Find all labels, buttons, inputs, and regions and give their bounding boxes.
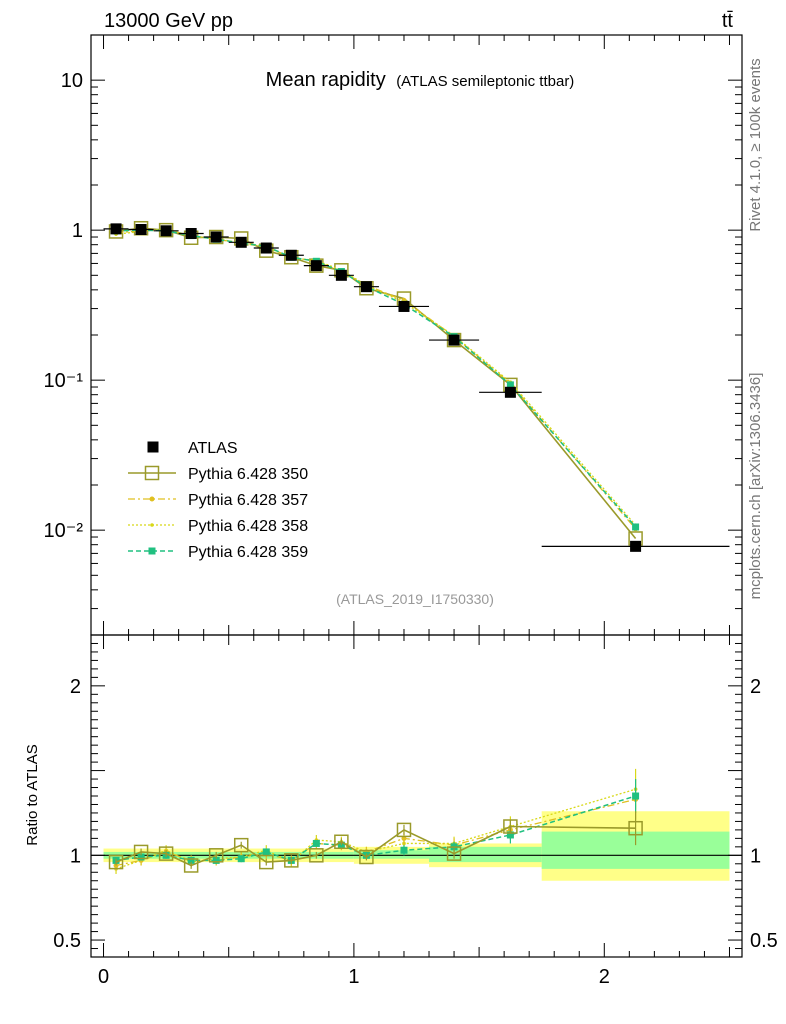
ratio-point-p350 <box>359 849 374 865</box>
point-ATLAS <box>260 242 272 254</box>
legend-entry-p359: Pythia 6.428 359 <box>128 544 308 561</box>
ratio-point-p350 <box>158 846 174 861</box>
process-label: tt̄ <box>722 10 734 32</box>
ratio-point-p359 <box>237 855 245 863</box>
xtick-label: 2 <box>599 966 610 988</box>
point-ATLAS <box>360 281 372 293</box>
point-ATLAS <box>210 231 222 243</box>
rivet-label: Rivet 4.1.0, ≥ 100k events <box>747 58 764 231</box>
point-ATLAS <box>310 260 322 272</box>
series-ATLAS <box>103 223 730 552</box>
chart-title-group: Mean rapidity (ATLAS semileptonic ttbar) <box>266 69 575 91</box>
main-ytick-label: 10⁻¹ <box>44 370 84 392</box>
legend-entry-p350: Pythia 6.428 350 <box>128 465 308 483</box>
point-ATLAS <box>448 334 460 346</box>
point-ATLAS <box>630 540 642 552</box>
mcplots-label: mcplots.cern.ch [arXiv:1306.3436] <box>747 373 764 600</box>
ratio-axes: 2 2 1 1 0.5 0.5 0 1 2 <box>53 634 778 988</box>
ratio-point-p359 <box>400 846 408 854</box>
xtick-label: 0 <box>98 966 109 988</box>
ratio-ytick-label-right: 0.5 <box>750 930 778 952</box>
ratio-point-p359 <box>312 839 320 847</box>
ratio-point-p359 <box>506 831 514 839</box>
ratio-point-p350 <box>133 844 149 860</box>
point-ATLAS <box>235 236 247 248</box>
ratio-point-p350 <box>259 854 274 870</box>
legend-entry-ATLAS: ATLAS <box>147 440 238 457</box>
ratio-point-p359 <box>187 856 195 864</box>
band-inner <box>353 850 430 859</box>
ratio-series-layer <box>108 768 643 874</box>
ratio-ytick-label: 0.5 <box>53 930 81 952</box>
legend-marker <box>144 465 160 481</box>
point-ATLAS <box>135 224 147 236</box>
ratio-point-p350 <box>284 853 299 868</box>
ratio-ytick-label-right: 1 <box>750 845 761 867</box>
ratio-point-p350 <box>183 858 199 873</box>
ratio-point-p350 <box>446 846 462 861</box>
ratio-point-p359 <box>632 792 640 800</box>
ratio-ytick-label: 1 <box>70 845 81 867</box>
ratio-point-p350 <box>233 837 249 853</box>
point-ATLAS <box>110 223 122 235</box>
ratio-point-p359 <box>262 848 270 856</box>
legend-label: Pythia 6.428 357 <box>188 492 308 509</box>
energy-label: 13000 GeV pp <box>104 10 233 32</box>
ratio-ylabel: Ratio to ATLAS <box>24 744 41 845</box>
main-axes: 10 1 10⁻¹ 10⁻² <box>44 34 742 636</box>
point-ATLAS <box>335 269 347 281</box>
chart-subtitle: (ATLAS semileptonic ttbar) <box>396 73 574 90</box>
legend-label: ATLAS <box>188 440 238 457</box>
legend-entry-p357: Pythia 6.428 357 <box>128 492 308 509</box>
legend-marker <box>149 496 155 502</box>
legend-label: Pythia 6.428 359 <box>188 544 308 561</box>
ratio-ytick-label-right: 2 <box>750 676 761 698</box>
point-ATLAS <box>160 225 172 237</box>
ratio-point-p359 <box>212 856 220 864</box>
band-inner <box>429 846 542 863</box>
legend-marker <box>148 547 156 555</box>
legend-entry-p358: Pythia 6.428 358 <box>128 518 308 535</box>
series-p359 <box>112 226 640 531</box>
line-p357 <box>115 228 637 530</box>
legend: ATLAS Pythia 6.428 350 Pythia 6.428 357 Pyt… <box>128 440 308 561</box>
main-ytick-label: 10⁻² <box>44 520 84 542</box>
ratio-series-p350 <box>108 811 643 873</box>
ratio-point-p350 <box>208 848 224 863</box>
point-ATLAS <box>285 249 297 261</box>
series-p357 <box>113 227 639 532</box>
main-ytick-label: 1 <box>72 220 83 242</box>
ratio-panel-frame <box>90 634 743 958</box>
point-p359 <box>632 523 640 531</box>
ratio-uncertainty-bands <box>91 811 742 881</box>
point-ATLAS <box>398 300 410 312</box>
main-series-layer <box>103 220 730 552</box>
ratio-point-p350 <box>334 834 349 850</box>
ratio-point-p350 <box>503 819 518 834</box>
ratio-point-p350 <box>628 820 643 836</box>
legend-label: Pythia 6.428 350 <box>188 466 308 483</box>
ratio-point-p350 <box>309 848 324 863</box>
point-ATLAS <box>504 386 516 398</box>
ratio-point-p359 <box>137 853 145 861</box>
legend-marker <box>150 523 154 527</box>
ratio-point-p350 <box>108 854 124 870</box>
main-ytick-label: 10 <box>61 70 83 92</box>
ratio-ytick-label: 2 <box>70 676 81 698</box>
point-ATLAS <box>185 227 197 239</box>
analysis-watermark: (ATLAS_2019_I1750330) <box>336 591 494 607</box>
ratio-point-p350 <box>396 822 412 838</box>
ratio-line-p357 <box>115 798 636 867</box>
legend-label: Pythia 6.428 358 <box>188 518 308 535</box>
point-p359 <box>506 381 514 389</box>
xtick-label: 1 <box>348 966 359 988</box>
chart-title: Mean rapidity <box>266 69 386 91</box>
legend-marker <box>147 441 159 453</box>
